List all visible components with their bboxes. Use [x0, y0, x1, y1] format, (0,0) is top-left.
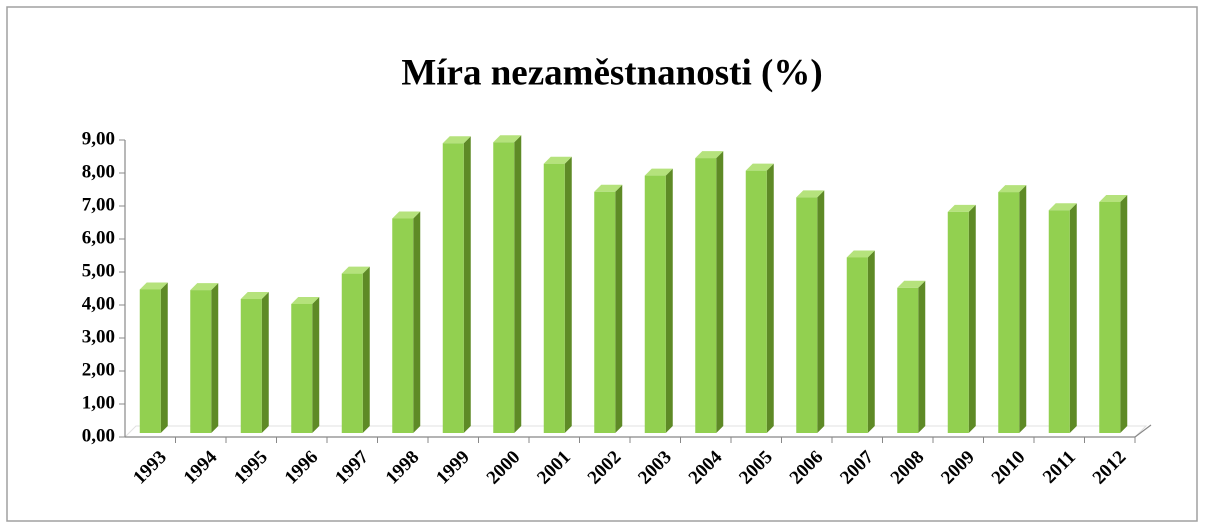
y-tick-label: 7,00 [82, 194, 115, 215]
bar-side [968, 204, 976, 433]
bar-side [362, 266, 370, 433]
bar-top [998, 185, 1027, 193]
y-tick-label: 8,00 [82, 161, 115, 182]
bar-top [695, 151, 724, 159]
y-tick-label: 9,00 [82, 128, 115, 149]
bar-side [766, 163, 774, 433]
bar [644, 175, 666, 433]
y-tick-label: 0,00 [82, 425, 115, 446]
bar-top [947, 204, 976, 212]
floor [123, 425, 1148, 438]
bar-side [918, 280, 926, 433]
bar-side [160, 282, 168, 433]
bar [493, 142, 515, 433]
bar [392, 218, 414, 433]
bar-top [543, 156, 572, 164]
bar-top [1099, 195, 1128, 202]
bar-side [1120, 195, 1128, 433]
bar-top [644, 168, 673, 176]
bar-top [493, 135, 522, 143]
bar [341, 273, 363, 433]
bar-side [817, 190, 825, 433]
bar [846, 257, 868, 433]
bar [139, 289, 161, 433]
bar-top [1048, 203, 1077, 211]
bar [947, 211, 969, 433]
bar [998, 192, 1020, 433]
bar-top [745, 163, 774, 171]
bar [1099, 202, 1121, 433]
y-tick-label: 1,00 [82, 392, 115, 413]
y-tick-label: 2,00 [82, 359, 115, 380]
bar-top [240, 292, 269, 300]
bar-side [211, 283, 219, 433]
bar-side [413, 211, 421, 433]
bar-top [291, 296, 320, 304]
bar-side [665, 168, 673, 433]
bar-side [716, 151, 724, 434]
bar-side [1019, 185, 1027, 433]
bar [745, 170, 767, 433]
bar-top [392, 211, 421, 219]
bar-top [341, 266, 370, 274]
bar [240, 299, 262, 433]
bar [796, 197, 818, 433]
y-tick-label: 4,00 [82, 293, 115, 314]
bar-side [514, 135, 522, 433]
bar-top [190, 283, 219, 291]
bar-side [463, 136, 471, 433]
bar [543, 163, 565, 433]
bar-side [867, 250, 875, 433]
bar-side [564, 156, 572, 433]
y-tick-label: 6,00 [82, 227, 115, 248]
bar-top [846, 250, 875, 258]
bar [695, 158, 717, 434]
bar-side [261, 292, 269, 433]
bar-top [796, 190, 825, 198]
bar [190, 290, 212, 433]
y-tick-label: 3,00 [82, 326, 115, 347]
bar-side [615, 184, 623, 433]
bar-side [312, 296, 320, 433]
bar-top [897, 280, 926, 288]
bar-top [442, 136, 471, 144]
bar [442, 143, 464, 433]
bar [897, 287, 919, 433]
bar [594, 191, 616, 433]
bar-top [139, 282, 168, 290]
bar-top [594, 184, 623, 192]
bar [291, 303, 313, 433]
chart-title: Míra nezaměstnanosti (%) [401, 52, 822, 93]
bar [1048, 210, 1070, 433]
x-axis-end [1134, 424, 1152, 438]
y-tick-label: 5,00 [82, 260, 115, 281]
bar-side [1069, 203, 1077, 433]
